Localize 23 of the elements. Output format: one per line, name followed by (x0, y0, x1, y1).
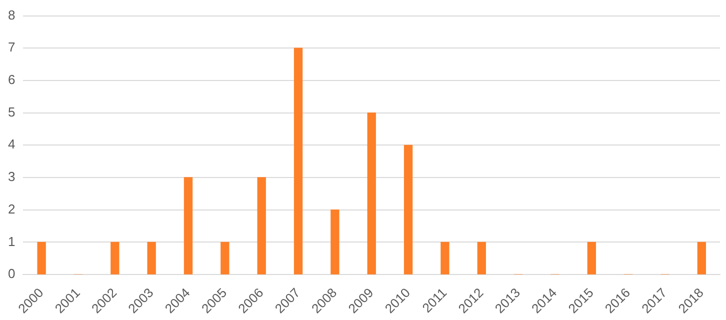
bar (477, 242, 486, 274)
bar (367, 112, 376, 274)
bar (294, 48, 303, 274)
y-tick-label: 6 (8, 72, 16, 88)
y-tick-label: 1 (8, 234, 16, 249)
bar (110, 242, 120, 274)
y-tick-label: 2 (8, 201, 16, 216)
bar (330, 210, 340, 274)
bar (37, 242, 46, 274)
y-tick-label: 0 (8, 266, 16, 282)
bar (184, 177, 193, 274)
bar (697, 242, 706, 274)
bar (220, 242, 230, 274)
bar (147, 242, 156, 274)
y-tick-label: 7 (8, 40, 16, 55)
bar (587, 242, 596, 274)
bar (440, 242, 450, 274)
bar (404, 144, 413, 274)
y-tick-label: 8 (8, 7, 16, 22)
y-tick-label: 4 (8, 136, 16, 152)
y-tick-label: 5 (8, 104, 16, 120)
bar (257, 177, 266, 274)
y-tick-label: 3 (8, 169, 16, 184)
